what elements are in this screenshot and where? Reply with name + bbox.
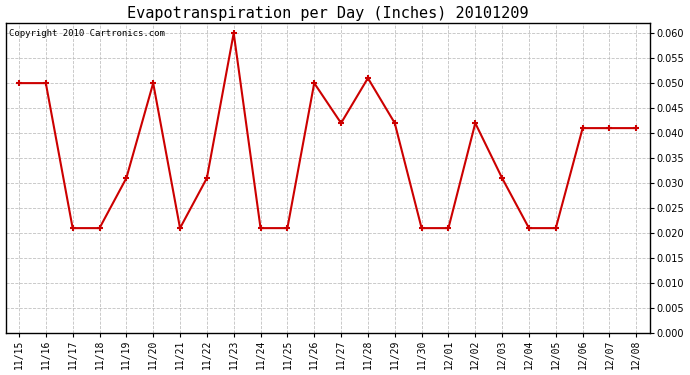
Text: Copyright 2010 Cartronics.com: Copyright 2010 Cartronics.com	[9, 29, 165, 38]
Title: Evapotranspiration per Day (Inches) 20101209: Evapotranspiration per Day (Inches) 2010…	[127, 6, 529, 21]
